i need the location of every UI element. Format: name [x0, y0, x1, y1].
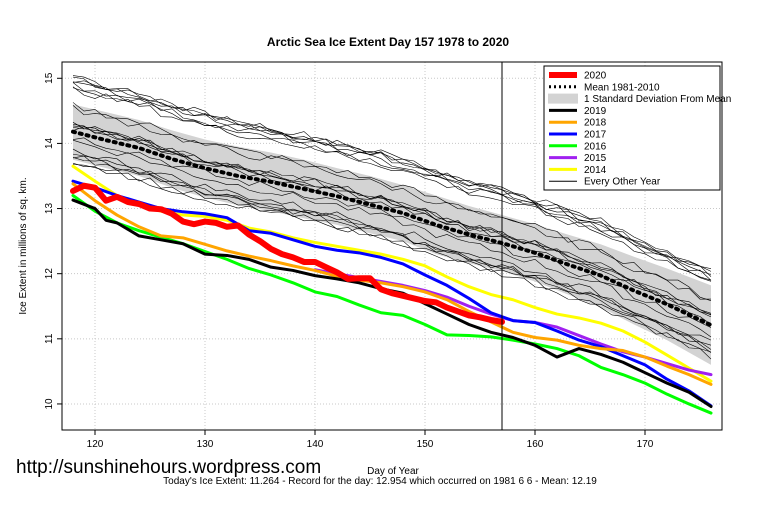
x-tick-label: 130	[197, 439, 214, 450]
every-other-year-line	[72, 105, 712, 300]
legend-swatch	[548, 93, 578, 104]
legend-label: 2016	[584, 141, 607, 152]
every-other-year-line	[72, 75, 712, 269]
every-other-year-line	[72, 86, 712, 281]
legend-label: 2018	[584, 118, 607, 129]
watermark-url: http://sunshinehours.wordpress.com	[16, 457, 322, 478]
x-tick-label: 140	[307, 439, 324, 450]
series-line-mean-1981-2010	[71, 129, 713, 328]
series-line-2018	[71, 182, 713, 386]
every-other-year-line	[72, 102, 712, 301]
x-tick-label: 170	[637, 439, 654, 450]
series-line-2014	[71, 164, 713, 383]
footer-stats: Today's Ice Extent: 11.264 - Record for …	[163, 476, 597, 487]
plot-frame	[61, 61, 723, 431]
every-other-year-line	[72, 123, 712, 315]
every-other-year-line	[72, 155, 712, 346]
y-tick-label: 12	[44, 268, 55, 280]
series-layer	[70, 129, 713, 415]
legend-label: 2020	[584, 71, 607, 82]
legend-label: 2017	[584, 130, 607, 141]
every-other-year-line	[72, 157, 712, 350]
y-tick-label: 11	[44, 333, 55, 344]
every-other-year-line	[72, 162, 712, 353]
every-other-year-lines	[72, 75, 712, 360]
every-other-year-line	[72, 87, 712, 282]
axes-layer: 120 130 140 150 160 170 10 11 12 13 14 15	[44, 61, 723, 450]
x-tick-label: 120	[87, 439, 104, 450]
every-other-year-line	[72, 139, 712, 338]
series-line-2020	[70, 182, 505, 325]
sd-band	[73, 104, 711, 365]
legend-label: 2019	[584, 106, 607, 117]
every-other-year-line	[72, 76, 712, 272]
legend-label: Every Other Year	[584, 177, 661, 188]
every-other-year-line	[72, 126, 712, 318]
y-axis-label: Ice Extent in millions of sq. km.	[18, 177, 29, 314]
legend-label: 1 Standard Deviation From Mean	[584, 94, 731, 105]
y-tick-label: 14	[44, 137, 55, 149]
every-other-year-line	[72, 81, 712, 277]
every-other-year-line	[72, 163, 712, 360]
sd-band-layer	[73, 104, 711, 365]
chart-title: Arctic Sea Ice Extent Day 157 1978 to 20…	[267, 35, 509, 49]
legend-label: 2014	[584, 165, 607, 176]
x-axis-label: Day of Year	[367, 466, 419, 477]
legend-label: Mean 1981-2010	[584, 82, 660, 93]
x-tick-label: 150	[417, 439, 434, 450]
x-tick-label: 160	[527, 439, 544, 450]
every-other-year-line	[72, 82, 712, 281]
y-tick-label: 15	[44, 72, 55, 84]
legend-label: 2015	[584, 153, 607, 164]
y-tick-label: 10	[44, 398, 55, 410]
y-tick-label: 13	[44, 203, 55, 215]
every-other-year-line	[72, 122, 712, 316]
